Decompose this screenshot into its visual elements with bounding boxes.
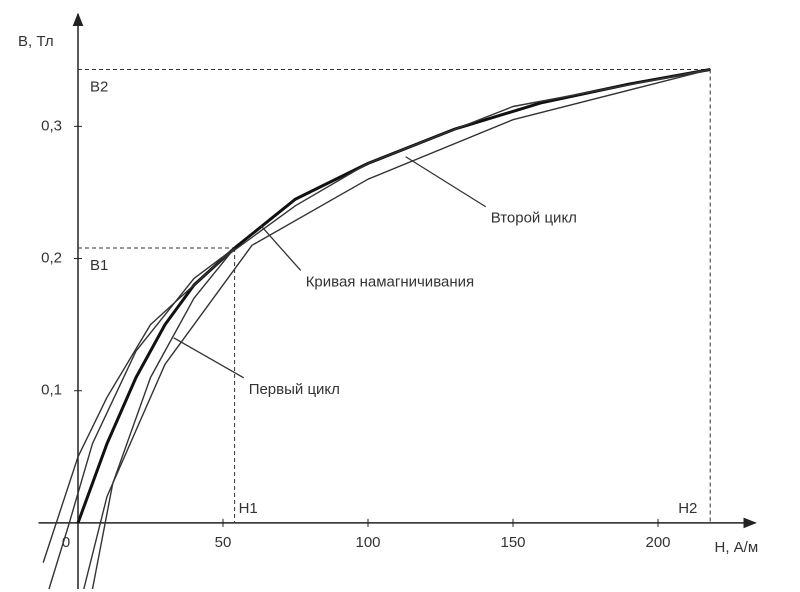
x-tick-label: 200 [645,534,670,551]
y-tick-label: 0,3 [41,117,62,134]
x-tick-label: 0 [62,534,70,551]
guide-y-label: B2 [90,78,108,95]
curve [42,68,711,590]
leader-line [260,225,302,271]
leader-line [173,337,245,379]
curve [48,247,236,590]
x-tick-label: 100 [355,534,380,551]
x-tick-label: 150 [500,534,525,551]
curve [76,68,711,524]
leader-line [405,156,487,208]
y-tick-label: 0,2 [41,250,62,267]
annotation: Второй цикл [491,210,577,227]
x-axis-label: H, А/м [715,539,759,556]
annotation: Первый цикл [249,381,340,398]
guide-x-label: H1 [239,500,258,517]
guide-x-label: H2 [678,500,697,517]
x-tick-label: 50 [215,534,232,551]
guide-y-label: B1 [90,257,108,274]
annotation: Кривая намагничивания [306,273,474,290]
y-tick-label: 0,1 [41,382,62,399]
y-axis-label: B, Тл [18,33,54,50]
